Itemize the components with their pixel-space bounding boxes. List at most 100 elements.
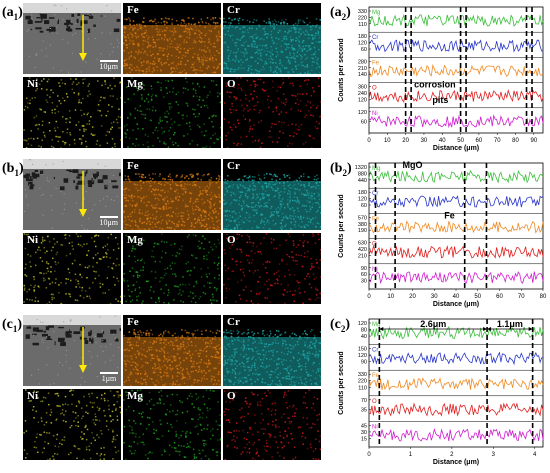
x-tick-label: 4 [533, 452, 537, 458]
x-tick-label: 60 [476, 138, 483, 144]
map-sem-b: 10μm [23, 159, 121, 230]
y-tick-label: 180 [358, 34, 367, 40]
y-axis-label: Counts per second [338, 194, 345, 257]
x-tick-label: 30 [421, 138, 428, 144]
y-tick-label: 190 [358, 228, 367, 234]
series-line-o [368, 89, 544, 103]
y-tick-label: 420 [358, 247, 367, 253]
map-fe-b: Fe [123, 159, 221, 230]
y-tick-label: 35 [361, 408, 367, 414]
map-label: Cr [227, 4, 240, 16]
y-tick-label: 40 [361, 334, 367, 340]
map-label: Ni [27, 234, 38, 246]
series-label-ni: Ni [372, 424, 378, 430]
scale-bar: 10μm [99, 60, 118, 71]
series-line-fe [368, 220, 544, 234]
y-tick-label: 90 [361, 266, 367, 272]
panel-label-c2: (c2) [330, 317, 351, 334]
x-tick-label: 2 [450, 452, 454, 458]
map-mg-c: Mg [123, 389, 221, 460]
y-tick-label: 60 [361, 119, 367, 125]
map-label: O [227, 390, 236, 402]
y-tick-label: 15 [361, 436, 367, 442]
map-label: Mg [127, 78, 143, 90]
map-sem-c: 1μm [23, 315, 121, 386]
y-tick-label: 110 [358, 22, 367, 28]
y-tick-label: 120 [358, 197, 367, 203]
map-ni-a: Ni [23, 77, 121, 148]
series-line-cr [368, 351, 544, 366]
x-tick-label: 3 [492, 452, 496, 458]
map-mg-a: Mg [123, 77, 221, 148]
series-label-cr: Cr [372, 348, 378, 354]
map-label: O [227, 78, 236, 90]
map-label: Fe [127, 316, 139, 328]
y-axis-label: Counts per second [338, 38, 345, 101]
plot-frame [368, 318, 544, 448]
panel-label-b1: (b1) [2, 161, 24, 178]
series-line-mg [368, 13, 544, 27]
y-tick-label: 30 [361, 430, 367, 436]
y-tick-label: 220 [358, 379, 367, 385]
annotation-label: corrosion [414, 80, 456, 90]
y-tick-label: 80 [361, 328, 367, 334]
y-tick-label: 220 [358, 15, 367, 21]
x-tick-label: 50 [474, 294, 481, 300]
y-tick-label: 120 [358, 110, 367, 116]
panel-label-c1: (c1) [2, 317, 23, 334]
series-label-o: O [372, 399, 377, 405]
span-label: 2.6μm [420, 319, 446, 329]
x-tick-label: 80 [512, 138, 519, 144]
map-o-b: O [223, 233, 321, 304]
x-tick-label: 0 [367, 452, 371, 458]
map-label: Mg [127, 390, 143, 402]
series-line-fe [368, 377, 544, 391]
y-axis-label: Counts per second [338, 351, 345, 414]
y-tick-label: 30 [361, 279, 367, 285]
x-tick-label: 1 [409, 452, 413, 458]
map-fe-c: Fe [123, 315, 221, 386]
series-line-mg [368, 169, 544, 184]
x-axis-label: Distance (μm) [433, 145, 479, 152]
series-label-o: O [372, 242, 377, 248]
scale-bar: 1μm [100, 372, 118, 383]
y-tick-label: 60 [361, 47, 367, 53]
y-tick-label: 880 [358, 171, 367, 177]
x-tick-label: 30 [431, 294, 438, 300]
map-label: Fe [127, 4, 139, 16]
annotation-label: MgO [403, 160, 423, 170]
x-tick-label: 60 [496, 294, 503, 300]
series-label-ni: Ni [372, 111, 378, 117]
y-tick-label: 120 [358, 353, 367, 359]
series-line-cr [368, 195, 544, 208]
series-line-ni [368, 427, 544, 442]
y-tick-label: 440 [358, 178, 367, 184]
x-tick-label: 70 [518, 294, 525, 300]
y-tick-label: 330 [358, 372, 367, 378]
x-tick-label: 10 [387, 294, 394, 300]
map-cr-c: Cr [223, 315, 321, 386]
x-tick-label: 0 [367, 138, 371, 144]
map-ni-b: Ni [23, 233, 121, 304]
panel-label-b2: (b2) [330, 161, 352, 178]
series-line-mg [368, 325, 544, 340]
x-tick-label: 90 [530, 138, 537, 144]
y-tick-label: 330 [358, 9, 367, 15]
y-tick-label: 280 [358, 59, 367, 65]
x-tick-label: 0 [367, 294, 371, 300]
map-mg-b: Mg [123, 233, 221, 304]
series-line-o [368, 244, 544, 259]
x-tick-label: 20 [409, 294, 416, 300]
y-tick-label: 45 [361, 423, 367, 429]
span-label: 1.1μm [497, 319, 523, 329]
y-tick-label: 180 [358, 190, 367, 196]
map-label: Cr [227, 160, 240, 172]
series-label-mg: Mg [372, 166, 380, 172]
series-label-cr: Cr [372, 191, 378, 197]
y-tick-label: 140 [358, 72, 367, 78]
y-tick-label: 360 [358, 85, 367, 91]
series-line-fe [368, 63, 544, 77]
scale-bar: 10μm [99, 216, 118, 227]
series-label-o: O [372, 86, 377, 92]
y-tick-label: 150 [358, 347, 367, 353]
